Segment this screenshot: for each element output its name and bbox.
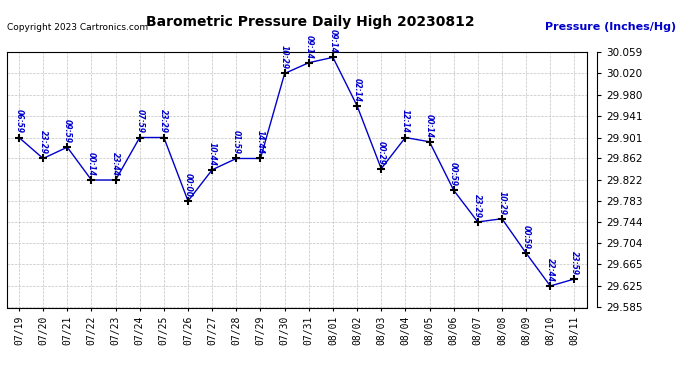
Text: 06:59: 06:59: [14, 110, 23, 134]
Text: Pressure (Inches/Hg): Pressure (Inches/Hg): [545, 22, 676, 33]
Text: 10:29: 10:29: [280, 45, 289, 69]
Text: Barometric Pressure Daily High 20230812: Barometric Pressure Daily High 20230812: [146, 15, 475, 29]
Text: 00:14: 00:14: [87, 152, 96, 176]
Text: 00:59: 00:59: [522, 225, 531, 249]
Text: 01:59: 01:59: [232, 130, 241, 154]
Text: 23:29: 23:29: [473, 194, 482, 218]
Text: 12:14: 12:14: [401, 110, 410, 134]
Text: 23:59: 23:59: [570, 251, 579, 275]
Text: 09:14: 09:14: [304, 34, 313, 58]
Text: 10:44: 10:44: [208, 142, 217, 166]
Text: 23:29: 23:29: [159, 110, 168, 134]
Text: 22:44: 22:44: [546, 258, 555, 282]
Text: 09:59: 09:59: [63, 119, 72, 143]
Text: 00:14: 00:14: [425, 114, 434, 138]
Text: 09:14: 09:14: [328, 29, 337, 53]
Text: 07:59: 07:59: [135, 110, 144, 134]
Text: 00:00: 00:00: [184, 173, 193, 197]
Text: 00:29: 00:29: [377, 141, 386, 165]
Text: 00:59: 00:59: [449, 162, 458, 186]
Text: 02:14: 02:14: [353, 78, 362, 102]
Text: 14:44: 14:44: [256, 130, 265, 154]
Text: 23:29: 23:29: [39, 130, 48, 154]
Text: 10:29: 10:29: [497, 190, 506, 214]
Text: Copyright 2023 Cartronics.com: Copyright 2023 Cartronics.com: [7, 22, 148, 32]
Text: 23:44: 23:44: [111, 152, 120, 176]
